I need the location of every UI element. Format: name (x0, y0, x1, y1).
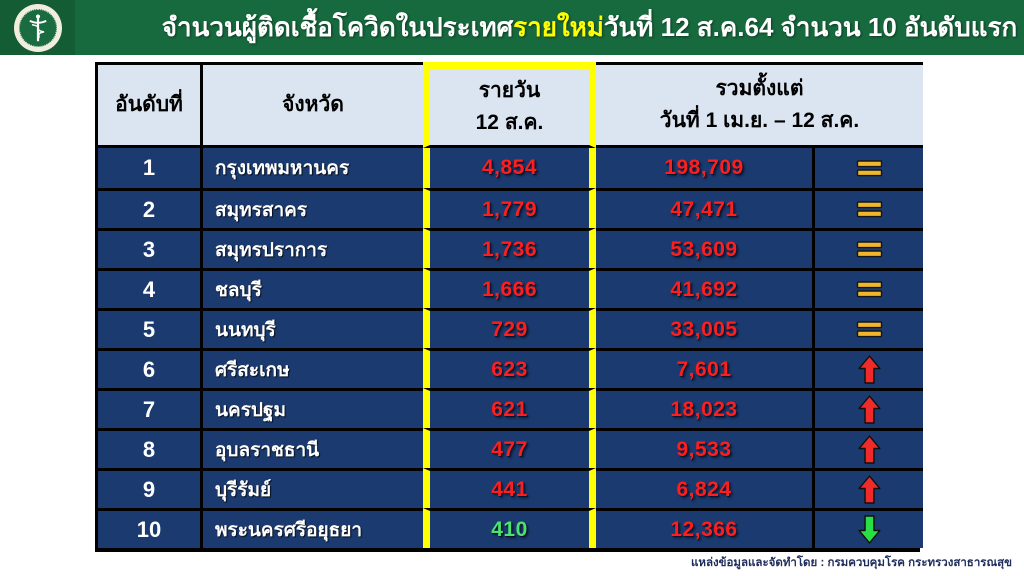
province-cell: อุบลราชธานี (203, 428, 423, 468)
rank-cell: 10 (98, 508, 203, 548)
total-cases-cell: 53,609 (596, 228, 815, 268)
total-cases-cell: 12,366 (596, 508, 815, 548)
rank-cell: 3 (98, 228, 203, 268)
trend-up-icon (857, 395, 881, 424)
daily-cases-cell: 1,666 (423, 268, 596, 308)
daily-cases-cell: 1,736 (423, 228, 596, 268)
table-row: 1 กรุงเทพมหานคร 4,854 198,709 (98, 148, 923, 188)
rank-cell: 7 (98, 388, 203, 428)
ministry-of-public-health-logo (13, 3, 62, 52)
title-text-left: จำนวนผู้ติดเชื้อโควิดในประเทศ (161, 12, 514, 42)
trend-cell (815, 148, 923, 188)
trend-cell (815, 468, 923, 508)
province-cell: นนทบุรี (203, 308, 423, 348)
province-cell: นครปฐม (203, 388, 423, 428)
trend-equal-icon (856, 321, 882, 338)
province-cell: บุรีรัมย์ (203, 468, 423, 508)
table-row: 2 สมุทรสาคร 1,779 47,471 (98, 188, 923, 228)
total-cases-cell: 18,023 (596, 388, 815, 428)
source-credit: แหล่งข้อมูลและจัดทำโดย : กรมควบคุมโรค กร… (690, 557, 1012, 569)
column-header-rank-label: อันดับที่ (115, 92, 183, 116)
daily-cases-cell: 1,779 (423, 188, 596, 228)
province-cell: พระนครศรีอยุธยา (203, 508, 423, 548)
trend-down-icon (857, 515, 881, 544)
table-row: 7 นครปฐม 621 18,023 (98, 388, 923, 428)
daily-cases-cell: 621 (423, 388, 596, 428)
column-header-total-line2: วันที่ 1 เม.ย. – 12 ส.ค. (659, 108, 860, 132)
table-row: 6 ศรีสะเกษ 623 7,601 (98, 348, 923, 388)
table-row: 9 บุรีรัมย์ 441 6,824 (98, 468, 923, 508)
column-header-province: จังหวัด (203, 62, 423, 148)
covid-cases-table: อันดับที่ จังหวัด รายวัน 12 ส.ค. รวมตั้ง… (95, 62, 923, 552)
daily-cases-cell: 441 (423, 468, 596, 508)
rank-cell: 9 (98, 468, 203, 508)
column-header-total-line1: รวมตั้งแต่ (715, 77, 804, 101)
daily-cases-cell: 4,854 (423, 148, 596, 188)
column-header-total: รวมตั้งแต่ วันที่ 1 เม.ย. – 12 ส.ค. (596, 62, 923, 148)
logo-box (0, 0, 75, 55)
rank-cell: 1 (98, 148, 203, 188)
trend-equal-icon (856, 159, 882, 176)
page-title: จำนวนผู้ติดเชื้อโควิดในประเทศ รายใหม่ วัน… (75, 0, 1024, 55)
daily-cases-cell: 729 (423, 308, 596, 348)
rank-cell: 6 (98, 348, 203, 388)
header-bar: จำนวนผู้ติดเชื้อโควิดในประเทศ รายใหม่ วัน… (0, 0, 1024, 55)
total-cases-cell: 33,005 (596, 308, 815, 348)
trend-cell (815, 268, 923, 308)
column-header-daily: รายวัน 12 ส.ค. (423, 62, 596, 148)
province-cell: กรุงเทพมหานคร (203, 148, 423, 188)
caduceus-icon (28, 13, 47, 41)
trend-equal-icon (856, 281, 882, 298)
table-header-row: อันดับที่ จังหวัด รายวัน 12 ส.ค. รวมตั้ง… (98, 62, 923, 148)
province-cell: สมุทรปราการ (203, 228, 423, 268)
column-header-daily-line2: 12 ส.ค. (475, 110, 544, 134)
trend-cell (815, 428, 923, 468)
trend-equal-icon (856, 241, 882, 258)
total-cases-cell: 6,824 (596, 468, 815, 508)
table-row: 4 ชลบุรี 1,666 41,692 (98, 268, 923, 308)
column-header-province-label: จังหวัด (282, 92, 344, 116)
rank-cell: 4 (98, 268, 203, 308)
trend-cell (815, 348, 923, 388)
daily-cases-cell: 477 (423, 428, 596, 468)
column-header-rank: อันดับที่ (98, 62, 203, 148)
table-row: 5 นนทบุรี 729 33,005 (98, 308, 923, 348)
trend-cell (815, 188, 923, 228)
trend-up-icon (857, 475, 881, 504)
trend-cell (815, 228, 923, 268)
trend-cell (815, 508, 923, 548)
rank-cell: 5 (98, 308, 203, 348)
province-cell: ศรีสะเกษ (203, 348, 423, 388)
table-row: 10 พระนครศรีอยุธยา 410 12,366 (98, 508, 923, 548)
daily-cases-cell: 410 (423, 508, 596, 548)
daily-cases-cell: 623 (423, 348, 596, 388)
rank-cell: 8 (98, 428, 203, 468)
table-row: 8 อุบลราชธานี 477 9,533 (98, 428, 923, 468)
total-cases-cell: 41,692 (596, 268, 815, 308)
trend-equal-icon (856, 201, 882, 218)
logo-inner-circle (18, 8, 57, 47)
trend-cell (815, 308, 923, 348)
column-header-daily-line1: รายวัน (478, 79, 541, 103)
title-highlight-new-cases: รายใหม่ (513, 12, 604, 42)
province-cell: ชลบุรี (203, 268, 423, 308)
title-text-right: วันที่ 12 ส.ค.64 จำนวน 10 อันดับแรก (603, 12, 1018, 42)
trend-cell (815, 388, 923, 428)
rank-cell: 2 (98, 188, 203, 228)
province-cell: สมุทรสาคร (203, 188, 423, 228)
trend-up-icon (857, 435, 881, 464)
table-row: 3 สมุทรปราการ 1,736 53,609 (98, 228, 923, 268)
total-cases-cell: 9,533 (596, 428, 815, 468)
total-cases-cell: 7,601 (596, 348, 815, 388)
total-cases-cell: 47,471 (596, 188, 815, 228)
table-body: 1 กรุงเทพมหานคร 4,854 198,709 2 สมุทรสาค… (98, 148, 923, 548)
total-cases-cell: 198,709 (596, 148, 815, 188)
trend-up-icon (857, 355, 881, 384)
